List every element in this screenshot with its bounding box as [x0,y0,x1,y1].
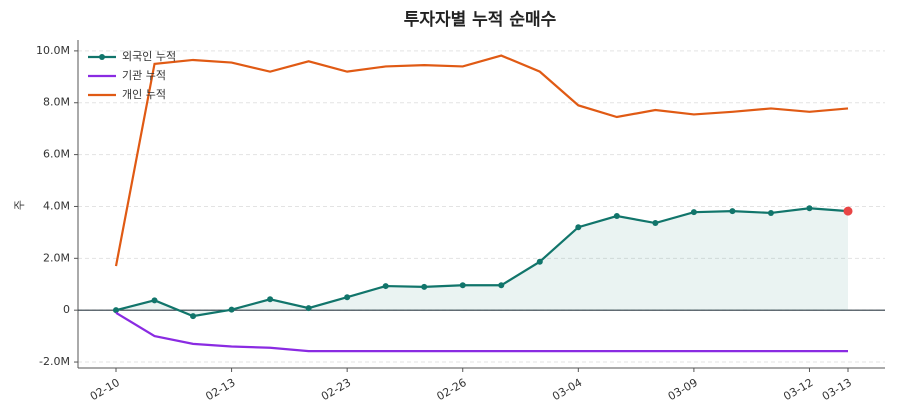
y-tick-label: -2.0M [39,355,70,368]
data-point [536,258,543,265]
x-tick-label: 03-09 [666,376,700,403]
x-tick-label: 03-12 [781,376,815,403]
x-tick-label: 03-13 [820,376,854,403]
y-tick-label: 8.0M [43,96,70,109]
y-tick-label: 2.0M [43,251,70,264]
data-point [113,307,119,314]
data-point [767,209,774,216]
data-point [190,313,197,320]
data-point [843,206,853,216]
x-tick-label: 02-26 [435,376,469,403]
y-tick-label: 6.0M [43,148,70,161]
y-tick-label: 0 [63,303,70,316]
series-line [115,311,848,353]
data-point [575,224,582,231]
data-point [459,282,466,289]
y-axis-label: 주 [13,200,26,210]
y-tick-label: 4.0M [43,199,70,212]
data-point [382,283,389,290]
data-point [228,306,235,313]
x-tick-label: 03-04 [550,376,584,403]
data-point [652,220,659,227]
y-tick-label: 10.0M [36,44,70,57]
x-tick-label: 02-10 [88,376,122,403]
data-point [421,283,428,290]
data-point [267,296,274,303]
data-point [729,208,736,215]
series-line [115,207,849,318]
x-tick-label: 02-13 [203,376,237,403]
x-tick-label: 02-23 [319,376,353,403]
chart-title: 투자자별 누적 순매수 [404,10,557,30]
data-point [305,305,312,312]
series-line [114,54,849,267]
data-point [690,209,697,216]
data-point [344,294,351,301]
data-point [498,282,505,289]
area-fill [116,208,848,317]
legend-marker [99,54,105,60]
data-point [151,297,158,304]
legend-label: 기관 누적 [122,69,166,82]
data-point [806,205,813,212]
legend-label: 개인 누적 [122,88,166,101]
legend-label: 외국인 누적 [122,50,176,63]
data-point [613,213,620,220]
